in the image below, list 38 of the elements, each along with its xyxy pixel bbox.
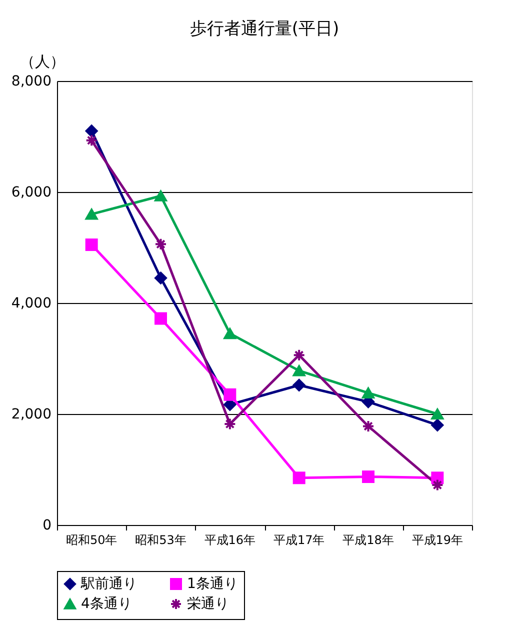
point [431, 418, 444, 432]
x-tick-label: 平成18年 [342, 533, 394, 547]
x-tick-label: 平成19年 [412, 533, 464, 547]
legend-label: 1条通り [187, 576, 238, 592]
point [154, 312, 167, 325]
point [224, 418, 236, 430]
point [85, 208, 98, 220]
point [431, 478, 444, 492]
x-tick-label: 昭和50年 [66, 533, 118, 547]
point [154, 190, 167, 202]
y-tick-label: 0 [42, 518, 52, 534]
x-tick-label: 平成17年 [273, 533, 325, 547]
point [154, 238, 167, 250]
point [85, 134, 98, 147]
point [292, 365, 306, 376]
point [224, 328, 236, 340]
x-tick-label: 昭和53年 [135, 533, 186, 547]
point [292, 348, 306, 362]
point [292, 378, 306, 392]
point [362, 420, 374, 432]
point [292, 472, 306, 484]
legend-label: 4条通り [81, 596, 132, 612]
x-tick-label: 平成16年 [204, 533, 256, 547]
y-axis-title: （人） [20, 52, 65, 70]
point [85, 238, 98, 251]
point [85, 124, 98, 138]
legend-label: 駅前通り [80, 576, 137, 592]
point [362, 470, 374, 483]
y-tick-label: 2,000 [11, 406, 52, 422]
point [224, 388, 236, 401]
point [431, 408, 444, 420]
point [154, 272, 167, 284]
point [362, 387, 374, 398]
y-tick-label: 6,000 [11, 184, 52, 200]
y-tick-label: 8,000 [11, 74, 52, 90]
legend-label: 栄通り [187, 596, 229, 612]
y-tick-label: 4,000 [11, 296, 52, 312]
chart-title: 歩行者通行量(平日) [190, 19, 340, 39]
